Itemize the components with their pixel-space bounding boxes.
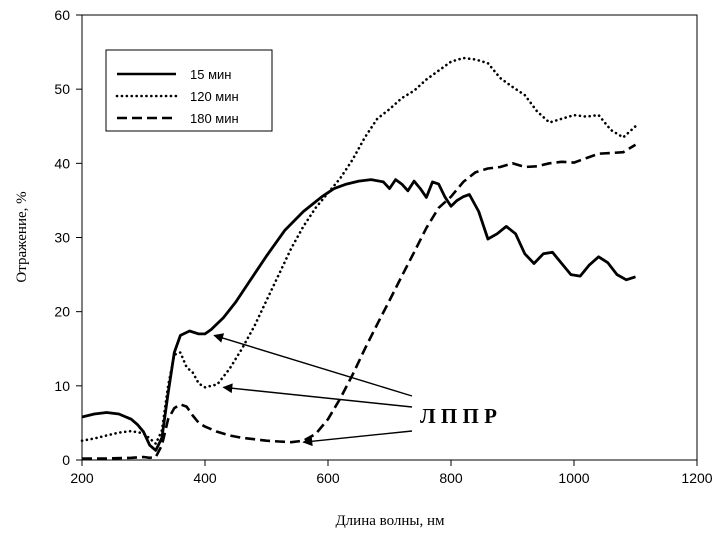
y-tick-labels: 0 10 20 30 40 50 60 xyxy=(54,7,70,468)
y-tick-label: 20 xyxy=(54,304,70,320)
x-axis-title: Длина волны, нм xyxy=(335,513,445,529)
annotation-arrow xyxy=(302,430,413,447)
axis-ticks xyxy=(76,14,698,466)
legend-label-120-min: 120 мин xyxy=(190,89,239,104)
annotation-arrow xyxy=(213,333,413,397)
x-tick-label: 200 xyxy=(70,470,94,486)
series-line-180-мин xyxy=(82,143,637,460)
y-tick-label: 0 xyxy=(62,452,70,468)
y-tick-label: 10 xyxy=(54,378,70,394)
y-axis-title: Отражение, % xyxy=(14,191,30,282)
series-lines xyxy=(80,56,637,460)
x-tick-label: 1000 xyxy=(558,470,589,486)
legend-label-180-min: 180 мин xyxy=(190,111,239,126)
x-tick-labels: 200 400 600 800 1000 1200 xyxy=(70,470,712,486)
legend-label-15-min: 15 мин xyxy=(190,67,231,82)
legend-box xyxy=(105,49,273,132)
x-tick-label: 800 xyxy=(439,470,463,486)
y-tick-label: 50 xyxy=(54,81,70,97)
x-tick-label: 1200 xyxy=(681,470,712,486)
y-tick-label: 30 xyxy=(54,230,70,246)
series-line-120-мин xyxy=(80,56,637,446)
y-tick-label: 60 xyxy=(54,7,70,23)
annotation-arrows xyxy=(213,333,413,447)
y-tick-label: 40 xyxy=(54,155,70,171)
annotation-label: Л П П Р xyxy=(420,404,497,428)
legend: 15 мин 120 мин 180 мин xyxy=(105,49,273,132)
annotation-arrow xyxy=(222,383,413,408)
series-line-15-мин xyxy=(81,178,636,452)
x-tick-label: 600 xyxy=(316,470,340,486)
x-tick-label: 400 xyxy=(193,470,217,486)
